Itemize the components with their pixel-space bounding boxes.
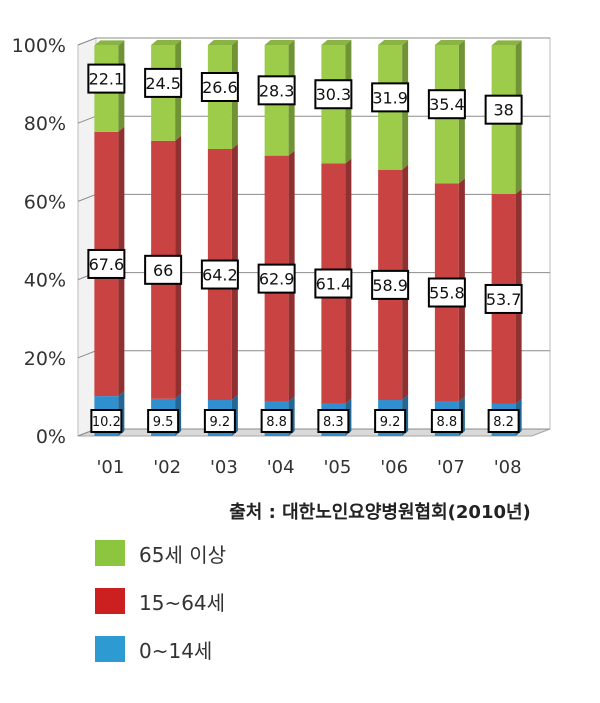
bar-top-face: [434, 40, 465, 45]
data-label: 61.4: [316, 275, 352, 294]
data-label: 66: [153, 261, 173, 280]
data-label-box: [200, 259, 239, 290]
bar-top-face: [94, 40, 125, 46]
legend-label-15-64: 15~64세: [139, 590, 226, 615]
data-label: 8.8: [437, 415, 458, 430]
data-label: 24.5: [145, 74, 181, 93]
x-tick-label: '07: [437, 457, 465, 478]
data-label-box: [314, 268, 353, 299]
data-label-box: [371, 82, 410, 113]
data-label-box: [144, 67, 183, 98]
data-label: 53.7: [486, 290, 522, 309]
legend-item-0-14: 0~14세: [95, 636, 226, 663]
legend: 65세 이상 15~64세 0~14세: [95, 540, 226, 684]
data-label-box: [487, 409, 520, 433]
x-tick-label: '03: [210, 457, 238, 478]
legend-label-65-plus: 65세 이상: [139, 542, 227, 567]
data-label: 62.9: [259, 270, 295, 289]
y-tick-label: 100%: [12, 35, 66, 57]
data-label-box: [430, 409, 463, 433]
legend-swatch-15-64: [95, 588, 125, 614]
gridline: [77, 37, 550, 46]
data-label-box: [203, 409, 236, 433]
data-label: 22.1: [89, 70, 125, 89]
data-label: 28.3: [259, 81, 295, 100]
legend-label-0-14: 0~14세: [139, 638, 213, 663]
data-label: 35.4: [429, 95, 465, 114]
data-label-box: [87, 248, 126, 279]
legend-item-65-plus: 65세 이상: [95, 540, 227, 567]
data-label-box: [90, 409, 123, 433]
data-label-box: [314, 79, 353, 110]
data-label-box: [147, 409, 180, 433]
data-label-box: [427, 277, 466, 308]
x-tick-label: '02: [153, 457, 181, 478]
data-label: 64.2: [202, 266, 238, 285]
x-tick-label: '06: [380, 457, 408, 478]
data-label: 55.8: [429, 284, 465, 303]
bar-top-face: [491, 40, 522, 46]
data-label: 8.8: [266, 415, 287, 430]
bar-top-face: [264, 40, 295, 45]
bar-top-face: [321, 40, 352, 45]
y-tick-label: 40%: [24, 270, 66, 292]
data-label-box: [484, 283, 523, 314]
data-label: 58.9: [372, 276, 408, 295]
data-label-box: [371, 269, 410, 300]
data-label: 9.2: [380, 415, 401, 430]
x-tick-label: '08: [494, 457, 522, 478]
data-label-box: [427, 89, 466, 120]
data-label: 31.9: [372, 88, 408, 107]
data-label-box: [200, 72, 239, 103]
data-label-box: [257, 75, 296, 106]
stacked-bar-chart: 0% 20% 40% 60% 80% 100% 10.2 67.6 22.1 9.5 66 24.5 9…: [12, 35, 551, 478]
data-label-box: [260, 409, 293, 433]
source-note: 출처 : 대한노인요양병원협회(2010년): [229, 502, 531, 523]
legend-item-15-64: 15~64세: [95, 588, 226, 615]
data-label-box: [317, 409, 350, 433]
bar-top-face: [151, 40, 182, 45]
data-label: 30.3: [316, 85, 352, 104]
x-tick-label: '04: [267, 457, 295, 478]
data-label: 8.3: [323, 415, 344, 430]
data-label-box: [257, 263, 296, 294]
bar-top-face: [207, 40, 238, 45]
data-label: 8.2: [493, 415, 514, 430]
data-label-box: [374, 409, 407, 433]
x-tick-label: '05: [323, 457, 351, 478]
data-label-box: [87, 63, 126, 94]
data-label-box: [144, 254, 183, 285]
y-tick-label: 0%: [36, 426, 66, 448]
x-tick-label: '01: [96, 457, 124, 478]
data-label: 9.5: [153, 415, 174, 430]
data-label: 38: [493, 101, 513, 120]
plot-side-wall: [77, 37, 97, 437]
legend-swatch-0-14: [95, 636, 125, 662]
y-tick-label: 60%: [24, 191, 66, 213]
data-label: 10.2: [92, 415, 121, 430]
data-label: 67.6: [89, 255, 125, 274]
data-label-box: [484, 94, 523, 125]
y-tick-label: 80%: [24, 113, 66, 135]
data-label: 9.2: [210, 415, 231, 430]
bar-top-face: [378, 40, 409, 45]
legend-swatch-65-plus: [95, 540, 125, 566]
data-label: 26.6: [202, 78, 238, 97]
y-tick-label: 20%: [24, 348, 66, 370]
